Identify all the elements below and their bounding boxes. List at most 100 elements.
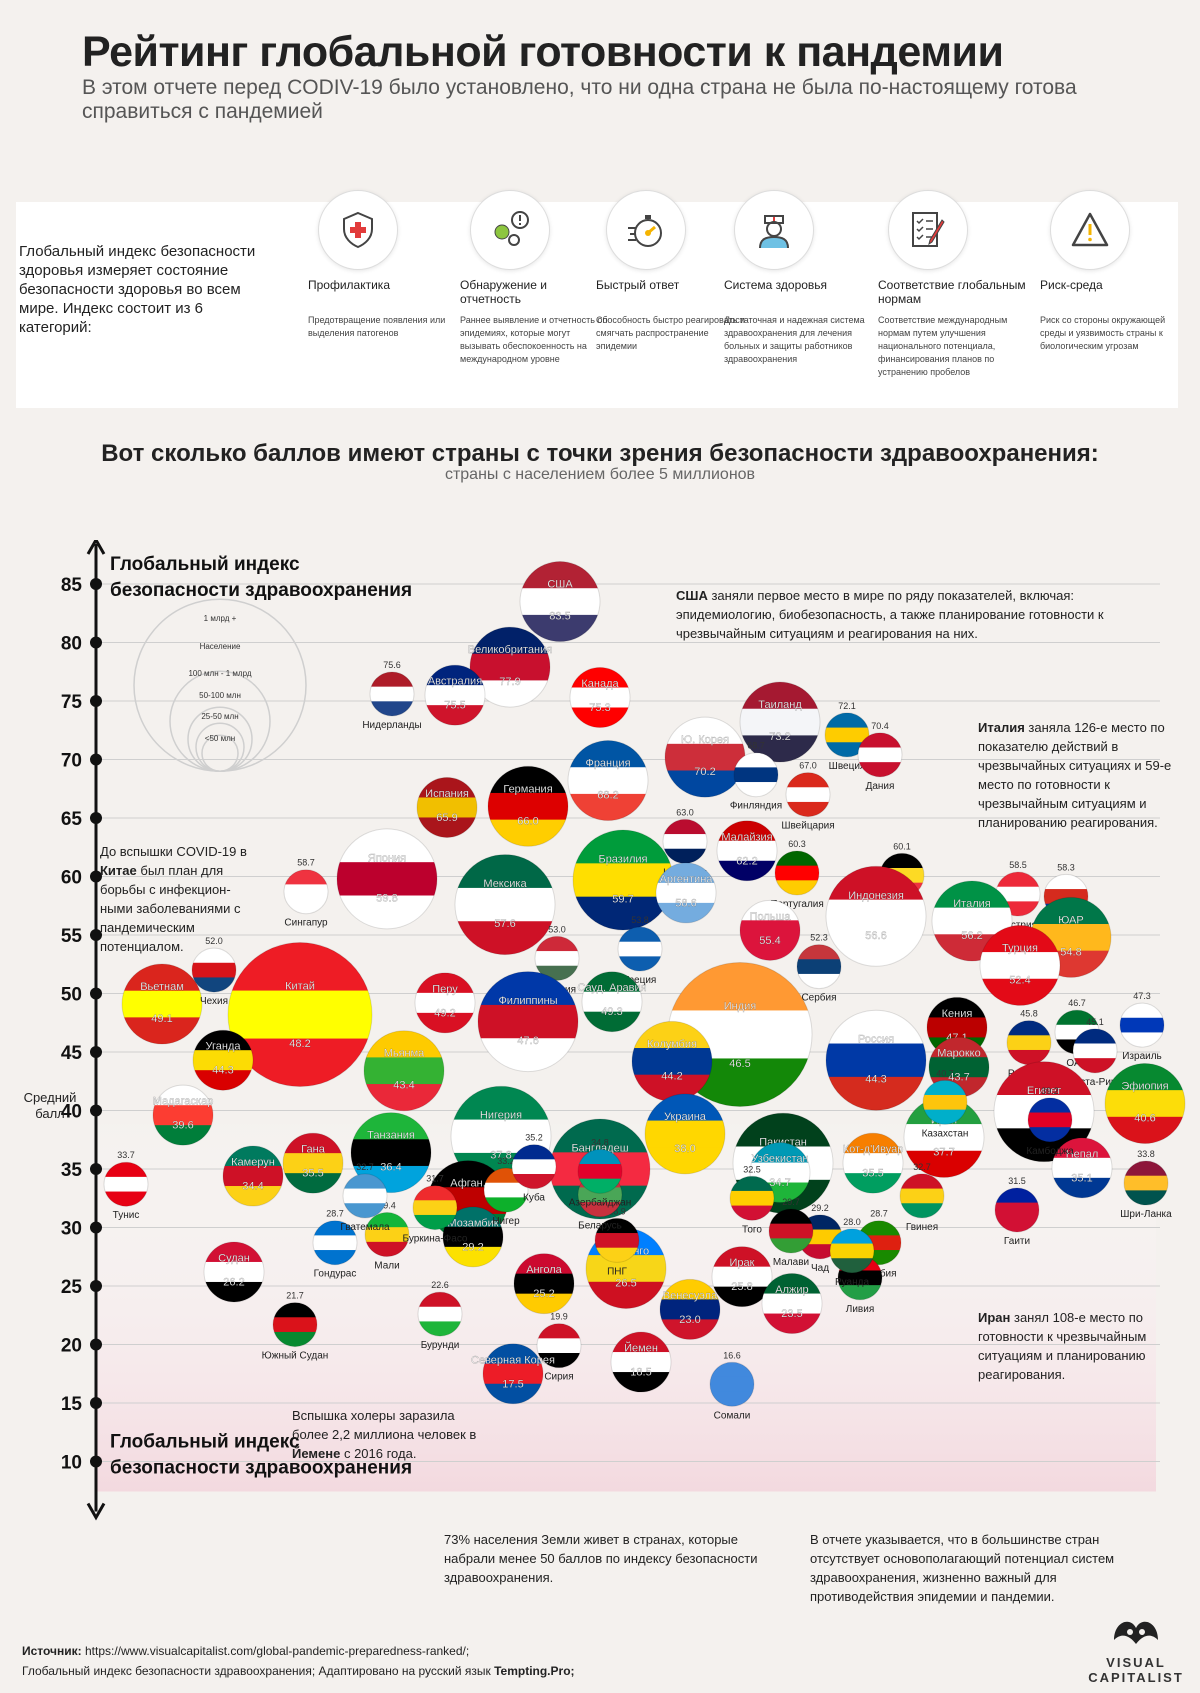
bubble-value: 75.6 bbox=[383, 660, 401, 670]
bubble-value: 58.5 bbox=[1009, 860, 1027, 870]
bubble-name: Непал bbox=[1066, 1148, 1099, 1160]
flag-stripe bbox=[313, 1250, 357, 1265]
bubble-name: Ирак bbox=[730, 1257, 755, 1269]
bubble-value: 16.6 bbox=[723, 1350, 741, 1360]
bubble-name: Франция bbox=[585, 758, 630, 770]
bubble-name: Вьетнам bbox=[140, 981, 184, 993]
bubble-name: Гондурас bbox=[314, 1269, 357, 1280]
category-desc: Достаточная и надежная система здравоохр… bbox=[724, 315, 865, 364]
bubble-value: 23.0 bbox=[679, 1314, 700, 1326]
bubble-value: 32.5 bbox=[743, 1164, 761, 1174]
bubble-value: 77.9 bbox=[499, 676, 520, 688]
bubble-value: 37.8 bbox=[490, 1150, 511, 1162]
china-annotation: До вспышки COVID-19 в Китае был план для… bbox=[100, 842, 260, 956]
bubble: Швейцария 67.0 bbox=[781, 761, 834, 832]
flag-stripe bbox=[750, 1142, 810, 1164]
bubble: 34.7 Узбекистан bbox=[749, 1142, 811, 1204]
nurse-icon bbox=[734, 190, 814, 270]
source-label: Источник: bbox=[22, 1644, 82, 1658]
flag-stripe bbox=[710, 1391, 754, 1407]
bubble-value: 32.7 bbox=[913, 1162, 931, 1172]
flag-stripe bbox=[273, 1317, 317, 1333]
bubble-outline bbox=[477, 971, 579, 1073]
bubble-value: 38.0 bbox=[674, 1143, 695, 1155]
bubble-outline bbox=[511, 1144, 557, 1190]
flag-stripe bbox=[364, 1057, 444, 1085]
bubble-value: 60.1 bbox=[893, 841, 911, 851]
flag-stripe bbox=[192, 948, 236, 964]
flag-stripe bbox=[365, 1227, 409, 1243]
flag-stripe bbox=[570, 667, 630, 688]
flag-stripe bbox=[443, 1206, 503, 1228]
bubble: 40.6 Эфиопия bbox=[1104, 1062, 1186, 1144]
tick-label: 70 bbox=[61, 751, 82, 772]
bubble-name: Нидерланды bbox=[362, 720, 421, 731]
bubble-name: Португалия bbox=[770, 899, 824, 910]
category-health-system: Система здоровья Достаточная и надежная … bbox=[724, 190, 874, 366]
axis-title-top: безопасности здравоохранения bbox=[110, 580, 412, 601]
bubble-value: 52.0 bbox=[205, 936, 223, 946]
source-link[interactable]: https://www.visualcapitalist.com/global-… bbox=[85, 1644, 470, 1658]
bubble-name: Япония bbox=[368, 852, 406, 864]
bubble-name: Польша bbox=[750, 911, 792, 923]
flag-stripe bbox=[415, 992, 475, 1014]
bubble: 17.5 Северная Корея bbox=[471, 1343, 555, 1405]
bubble: 59.8 Япония bbox=[336, 828, 438, 930]
bubble: 18.5 Йемен bbox=[610, 1331, 672, 1393]
flag-stripe bbox=[1007, 1020, 1051, 1036]
flag-stripe bbox=[660, 1319, 720, 1340]
bubble-value: 29.4 bbox=[378, 1201, 396, 1211]
bubble-outline bbox=[1104, 1062, 1186, 1144]
bubble-outline bbox=[768, 1208, 814, 1254]
flag-stripe bbox=[313, 1235, 357, 1251]
bubble-value: 44.3 bbox=[865, 1074, 886, 1086]
bubble-outline bbox=[610, 1331, 672, 1393]
bubble: 23.5 Алжир bbox=[761, 1273, 823, 1335]
flag-stripe bbox=[413, 1214, 457, 1230]
bubble-value: 56.2 bbox=[961, 930, 982, 942]
flag-stripe bbox=[1044, 874, 1088, 890]
flag-stripe bbox=[228, 990, 372, 1040]
bubble: 47.6 Филиппины bbox=[477, 971, 579, 1073]
source-note: Источник: https://www.visualcapitalist.c… bbox=[22, 1641, 575, 1681]
bubble: 57.6 Мексика bbox=[454, 854, 556, 956]
bubble: 35.5 Кот-д'Ивуар bbox=[842, 1132, 904, 1194]
bubble-name: Италия bbox=[953, 898, 991, 910]
bubble: 39.6 Мадагаскар bbox=[152, 1084, 214, 1146]
bubble: 38.0 Украина bbox=[644, 1093, 726, 1175]
bubble-value: 39.6 bbox=[172, 1120, 193, 1132]
tick-label: 60 bbox=[61, 868, 82, 889]
bubble-outline bbox=[469, 626, 551, 708]
flag-stripe bbox=[415, 1012, 475, 1033]
bubble-outline bbox=[1051, 1137, 1113, 1199]
bubble-outline bbox=[342, 1173, 388, 1219]
bubble-name: Аргентина bbox=[660, 873, 714, 885]
tick-label: 15 bbox=[61, 1394, 83, 1415]
bubble-name: Азербайджан bbox=[569, 1196, 632, 1208]
flag-stripe bbox=[582, 971, 642, 993]
flag-stripe bbox=[769, 1223, 813, 1239]
bubble-name: Сирия bbox=[544, 1372, 573, 1383]
bubble-name: Финляндия bbox=[730, 801, 782, 812]
flag-stripe bbox=[283, 1153, 343, 1174]
flag-stripe bbox=[1120, 1032, 1164, 1048]
flag-stripe bbox=[484, 1182, 528, 1198]
flag-stripe bbox=[900, 1203, 944, 1218]
flag-stripe bbox=[365, 1241, 409, 1257]
flag-stripe bbox=[418, 1321, 462, 1337]
flag-stripe bbox=[663, 819, 707, 835]
bubble-outline bbox=[519, 561, 601, 643]
bubble-outline bbox=[733, 752, 779, 798]
bubble-value: 68.2 bbox=[597, 790, 618, 802]
tick-label: 65 bbox=[61, 809, 83, 830]
flag-stripe bbox=[343, 1173, 387, 1190]
yemen-annotation-text: с 2016 года. bbox=[340, 1446, 417, 1461]
flag-stripe bbox=[923, 1080, 967, 1096]
tick-label: 35 bbox=[61, 1160, 83, 1181]
bubble-value: 25.2 bbox=[533, 1288, 554, 1300]
tick-label: 75 bbox=[61, 692, 83, 713]
bubble: Сомали 16.6 bbox=[709, 1350, 755, 1421]
legend-label: 100 млн - 1 млрд bbox=[188, 669, 251, 678]
bubble-name: Малави bbox=[773, 1257, 809, 1268]
bubble-outline bbox=[774, 850, 820, 896]
